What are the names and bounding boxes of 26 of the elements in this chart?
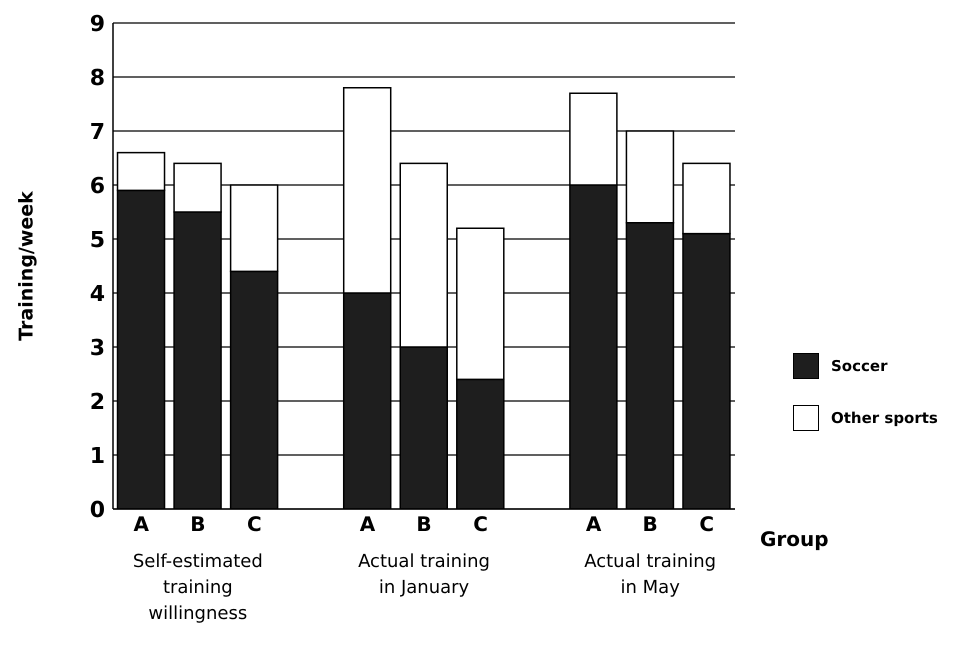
y-tick-label: 3 xyxy=(90,336,105,361)
y-tick-label: 8 xyxy=(90,66,105,91)
x-tick-label: B xyxy=(416,512,432,536)
y-tick-label: 4 xyxy=(90,282,105,307)
text: Actual training in May xyxy=(583,550,718,600)
text: Self-estimated training willingness xyxy=(132,550,264,626)
x-tick-label: A xyxy=(586,512,602,536)
x-tick-label: A xyxy=(360,512,376,536)
y-tick-label: 0 xyxy=(90,498,105,523)
x-tick-label: A xyxy=(134,512,150,536)
y-tick-label: 6 xyxy=(90,174,105,199)
legend-label: Soccer xyxy=(831,357,888,375)
text: Actual training in January xyxy=(357,550,491,600)
y-axis-title: Training/week xyxy=(16,190,38,341)
x-tick-label: B xyxy=(642,512,658,536)
y-tick-label: 1 xyxy=(90,444,105,469)
y-tick-label: 2 xyxy=(90,390,105,415)
x-tick-label: C xyxy=(247,512,262,536)
legend-label: Other sports xyxy=(831,409,938,427)
y-tick-label: 5 xyxy=(90,228,105,253)
x-axis-title: Group xyxy=(760,527,829,551)
y-tick-label: 9 xyxy=(90,12,105,37)
y-tick-label: 7 xyxy=(90,120,105,145)
x-tick-label: C xyxy=(699,512,714,536)
x-tick-label: C xyxy=(473,512,488,536)
x-tick-label: B xyxy=(190,512,206,536)
